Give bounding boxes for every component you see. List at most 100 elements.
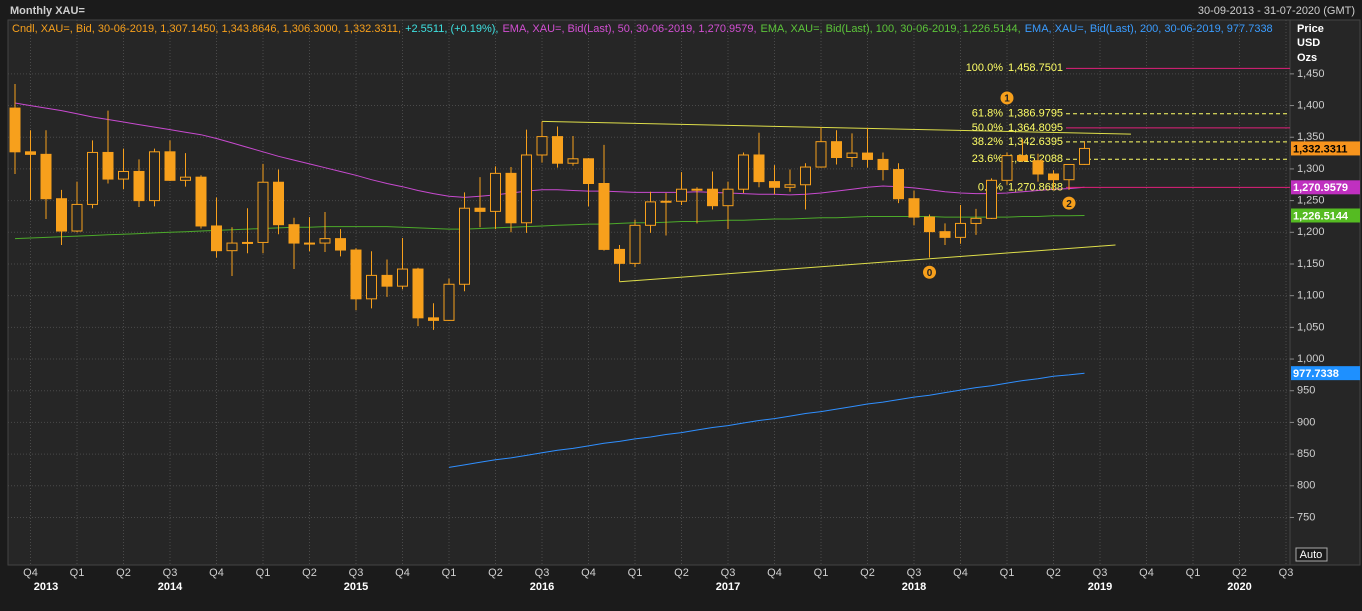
auto-button[interactable] <box>1295 547 1328 562</box>
x-tick-label: Q4 <box>1139 567 1154 579</box>
axis-unit: Price <box>1297 23 1324 35</box>
candle-body <box>71 203 83 232</box>
legend-entry: EMA, XAU=, Bid(Last), 50, 30-06-2019, 1,… <box>502 23 757 35</box>
x-tick-label: Q3 <box>907 567 922 579</box>
x-tick-label: Q1 <box>628 567 643 579</box>
x-tick-label: Q4 <box>767 567 782 579</box>
candle-body <box>536 136 548 156</box>
year-label: 2015 <box>344 581 368 593</box>
axis-unit: USD <box>1297 37 1320 49</box>
x-tick-label: Q3 <box>721 567 736 579</box>
year-label: 2020 <box>1227 581 1251 593</box>
x-tick-label: Q1 <box>70 567 85 579</box>
price-tag-label: 1,270.9579 <box>1293 182 1348 194</box>
candle-body <box>40 153 52 200</box>
y-tick-label: 1,200 <box>1297 226 1325 238</box>
candle-body <box>350 249 362 300</box>
auto-button-label[interactable]: Auto <box>1300 549 1323 561</box>
candle-body <box>908 198 920 218</box>
candle-body <box>490 172 501 212</box>
x-tick-label: Q1 <box>442 567 457 579</box>
candle-body <box>505 172 517 224</box>
year-label: 2013 <box>34 581 58 593</box>
wave-label: 2 <box>1066 199 1072 210</box>
fib-label: 100.0% <box>966 62 1004 74</box>
fib-value-label: 1,386.9795 <box>1008 108 1063 120</box>
candle-body <box>831 141 842 159</box>
legend: Cndl, XAU=, Bid, 30-06-2019, 1,307.1450,… <box>12 22 1282 36</box>
y-tick-label: 1,050 <box>1297 321 1325 333</box>
candle-body <box>753 154 765 183</box>
wave-label: 1 <box>1004 94 1010 105</box>
x-tick-label: Q3 <box>163 567 178 579</box>
price-tag-label: 977.7338 <box>1293 368 1339 380</box>
candle-body <box>955 222 966 238</box>
legend-entry: +2.5511, (+0.19%), <box>405 23 499 35</box>
candle-body <box>56 198 67 232</box>
candle-body <box>195 176 207 227</box>
x-tick-label: Q1 <box>256 567 271 579</box>
year-label: 2016 <box>530 581 554 593</box>
candle-body <box>180 176 191 181</box>
year-label: 2018 <box>902 581 926 593</box>
x-tick-label: Q2 <box>1046 567 1061 579</box>
candle-body <box>211 225 222 252</box>
legend-entry: Cndl, XAU=, Bid, 30-06-2019, 1,307.1450,… <box>12 23 402 35</box>
x-tick-label: Q1 <box>814 567 829 579</box>
axis-area <box>1289 19 1361 566</box>
x-tick-label: Q3 <box>1093 567 1108 579</box>
candle-body <box>226 242 238 252</box>
candle-body <box>862 152 873 160</box>
price-tag-label: 1,226.5144 <box>1293 210 1349 222</box>
x-tick-label: Q2 <box>116 567 131 579</box>
candle-body <box>319 238 331 244</box>
trendline <box>541 120 1132 135</box>
y-tick-label: 1,150 <box>1297 258 1325 270</box>
y-tick-label: 1,250 <box>1297 195 1325 207</box>
candle-body <box>102 151 114 180</box>
y-tick-label: 950 <box>1297 385 1315 397</box>
candle-body <box>397 268 408 287</box>
fib-value-label: 1,458.7501 <box>1008 62 1063 74</box>
y-tick-label: 1,000 <box>1297 353 1325 365</box>
candle-body <box>366 274 377 300</box>
candle-body <box>583 158 594 184</box>
y-tick-label: 1,300 <box>1297 163 1325 175</box>
ema-line <box>14 102 1085 198</box>
candle-body <box>970 217 982 224</box>
y-tick-label: 1,350 <box>1297 131 1325 143</box>
year-label: 2017 <box>716 581 740 593</box>
candle-body <box>1001 155 1013 181</box>
plot-area <box>7 19 1291 566</box>
candle-body <box>567 158 579 164</box>
fib-label: 50.0% <box>972 122 1003 134</box>
candle-body <box>598 183 610 250</box>
candle-body <box>242 241 253 244</box>
candle-body <box>645 201 656 226</box>
price-tag-label: 1,332.3311 <box>1293 143 1347 155</box>
fib-label: 61.8% <box>972 108 1003 120</box>
candle-body <box>288 224 300 244</box>
candle-body <box>118 170 129 180</box>
candle-body <box>877 158 889 171</box>
x-tick-label: Q2 <box>488 567 503 579</box>
wave-marker <box>1000 91 1014 105</box>
price-tag <box>1291 208 1360 223</box>
fib-value-label: 1,364.8095 <box>1008 122 1063 134</box>
candle-body <box>1017 155 1028 162</box>
x-tick-label: Q2 <box>302 567 317 579</box>
y-tick-label: 850 <box>1297 448 1315 460</box>
candle-body <box>257 181 269 243</box>
candle-body <box>986 179 997 219</box>
x-tick-label: Q2 <box>1232 567 1247 579</box>
x-tick-label: Q3 <box>349 567 364 579</box>
x-tick-label: Q4 <box>209 567 224 579</box>
candle-body <box>412 268 424 319</box>
candle-body <box>335 238 346 251</box>
candle-body <box>443 283 455 321</box>
candle-body <box>25 151 36 155</box>
candle-body <box>149 151 160 202</box>
y-tick-label: 1,400 <box>1297 99 1325 111</box>
price-tag <box>1291 180 1360 195</box>
fib-label: 23.6% <box>972 153 1003 165</box>
